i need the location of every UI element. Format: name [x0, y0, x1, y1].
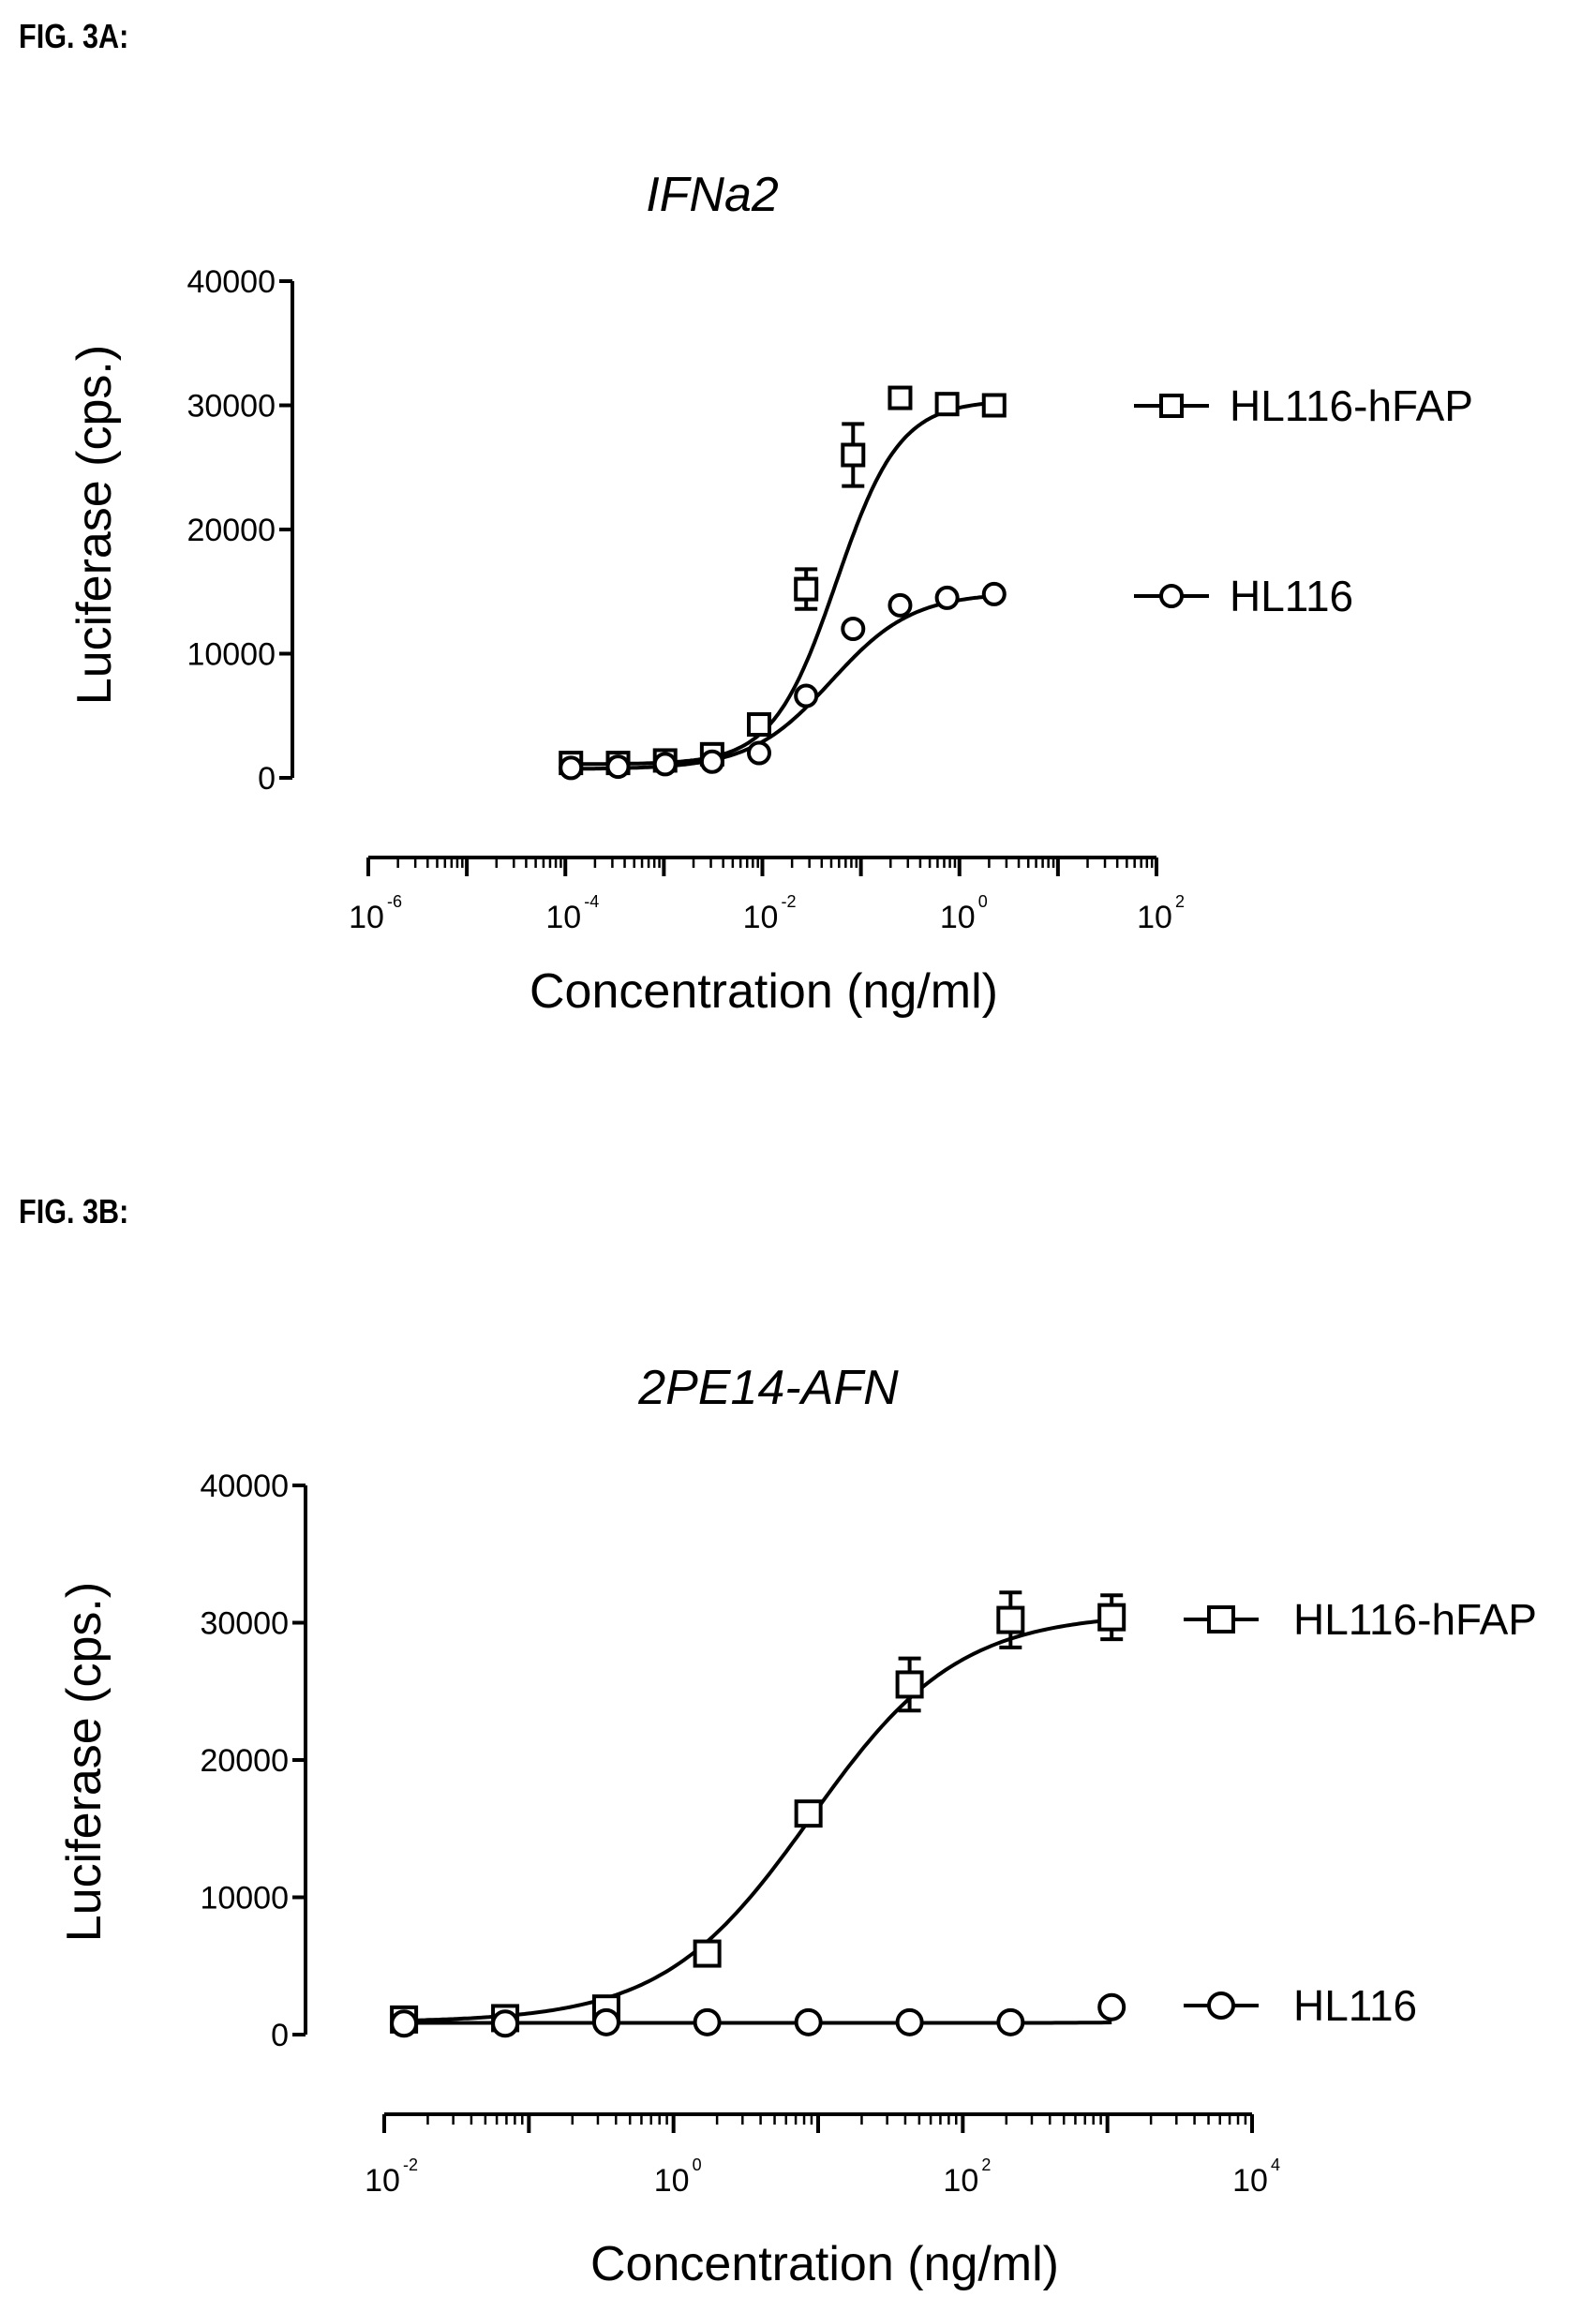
point-hl116-hfap — [981, 393, 1007, 418]
chart-ifna2: IFNa2 0 10000 20000 30000 40000 Luciferase (cp… — [67, 168, 1473, 1019]
x-tick-exponent: 4 — [1271, 2155, 1280, 2174]
point-hl116 — [841, 617, 866, 641]
point-hl116 — [794, 2007, 823, 2036]
point-hl116 — [591, 2007, 620, 2036]
point-hl116 — [981, 581, 1007, 606]
point-hl116 — [1097, 1992, 1126, 2021]
point-hl116 — [996, 2007, 1025, 2036]
point-hl116 — [895, 2007, 924, 2036]
point-hl116-hfap — [746, 712, 771, 738]
y-tick-label: 20000 — [186, 513, 276, 548]
x-tick-label: 10 — [1137, 900, 1172, 935]
x-tick-exponent: -2 — [403, 2155, 418, 2174]
point-hl116 — [887, 592, 913, 618]
legend-label-hl116: HL116 — [1293, 1981, 1417, 2030]
x-axis-label: Concentration (ng/ml) — [530, 964, 998, 1019]
y-axis-label: Luciferase (cps.) — [67, 345, 122, 705]
x-tick-label: 10 — [943, 2163, 978, 2199]
point-hl116 — [491, 2009, 520, 2038]
x-tick-label: 10 — [365, 2163, 400, 2199]
point-hl116 — [693, 2007, 722, 2036]
point-hl116 — [794, 683, 819, 709]
point-hl116 — [934, 585, 960, 610]
x-tick-exponent: -4 — [584, 892, 599, 911]
point-hl116 — [390, 2009, 419, 2038]
point-hl116-hfap — [794, 1799, 823, 1828]
y-axis-label: Luciferase (cps.) — [57, 1582, 112, 1942]
figure-3a-label: FIG. 3A: — [19, 17, 129, 55]
fit-curve-hl116-hfap — [404, 1618, 1112, 2022]
x-tick-exponent: 2 — [981, 2155, 991, 2174]
x-tick-label: 10 — [349, 900, 384, 935]
point-hl116-hfap — [934, 392, 960, 417]
legend-marker-circle — [1159, 584, 1184, 608]
figure-3b-label: FIG. 3B: — [19, 1192, 129, 1231]
y-tick-label: 40000 — [200, 1469, 289, 1504]
fit-curve-hl116 — [571, 594, 994, 771]
y-tick-label: 40000 — [186, 264, 276, 300]
y-tick-label: 0 — [258, 761, 276, 797]
legend-marker-circle — [1207, 1991, 1235, 2020]
chart-title: IFNa2 — [646, 168, 779, 222]
y-tick-label: 20000 — [200, 1743, 289, 1779]
x-tick-label: 10 — [940, 900, 976, 935]
y-tick-label: 30000 — [200, 1606, 289, 1642]
x-tick-label: 10 — [545, 900, 581, 935]
legend-marker-square — [1159, 394, 1184, 418]
point-hl116 — [652, 752, 678, 777]
y-tick-label: 10000 — [200, 1881, 289, 1917]
fit-curve-hl116-hfap — [571, 400, 994, 767]
fit-curve-hl116 — [404, 2021, 1112, 2025]
point-hl116-hfap — [794, 576, 819, 602]
point-hl116 — [605, 754, 631, 780]
y-tick-label: 10000 — [186, 637, 276, 673]
point-hl116-hfap — [693, 1939, 722, 1968]
x-axis-label: Concentration (ng/ml) — [590, 2237, 1059, 2291]
point-hl116 — [746, 740, 771, 766]
legend-label-hl116-hfap: HL116-hFAP — [1293, 1595, 1537, 1644]
point-hl116 — [559, 755, 584, 781]
legend-label-hl116: HL116 — [1230, 572, 1353, 620]
point-hl116-hfap — [887, 385, 913, 410]
x-tick-exponent: 0 — [693, 2155, 702, 2174]
point-hl116-hfap — [895, 1670, 924, 1699]
legend-marker-square — [1207, 1605, 1235, 1633]
point-hl116 — [699, 749, 724, 774]
x-tick-label: 10 — [743, 900, 779, 935]
y-tick-label: 30000 — [186, 389, 276, 425]
point-hl116-hfap — [996, 1605, 1025, 1634]
x-tick-label: 10 — [654, 2163, 690, 2199]
chart-title: 2PE14-AFN — [637, 1361, 899, 1415]
x-tick-exponent: 0 — [978, 892, 988, 911]
point-hl116-hfap — [1097, 1603, 1126, 1632]
x-tick-label: 10 — [1232, 2163, 1268, 2199]
x-tick-exponent: -6 — [387, 892, 402, 911]
x-tick-exponent: 2 — [1175, 892, 1185, 911]
point-hl116-hfap — [841, 442, 866, 468]
x-tick-exponent: -2 — [782, 892, 797, 911]
y-tick-label: 0 — [271, 2018, 289, 2053]
legend-label-hl116-hfap: HL116-hFAP — [1230, 381, 1473, 430]
